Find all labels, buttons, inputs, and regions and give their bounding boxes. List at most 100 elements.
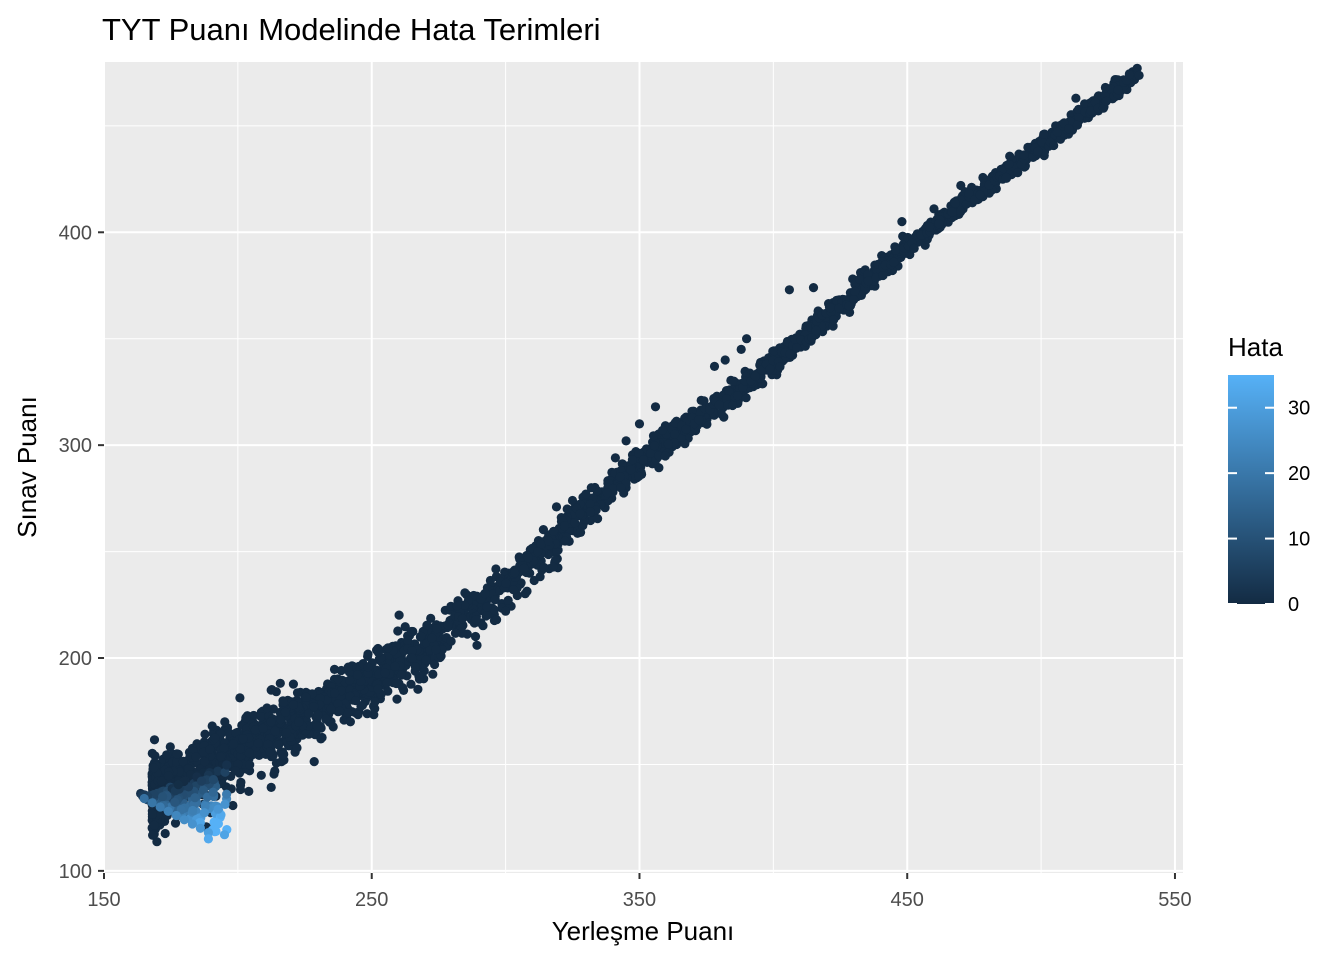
data-point	[648, 431, 659, 441]
x-tick-label: 550	[1158, 889, 1191, 911]
data-point	[650, 402, 661, 412]
data-point	[924, 222, 935, 232]
data-point	[351, 696, 361, 706]
data-point	[428, 669, 438, 679]
data-point	[275, 714, 286, 725]
data-point	[163, 806, 173, 816]
data-point	[1037, 137, 1047, 147]
data-point	[219, 830, 230, 840]
data-point	[430, 659, 440, 670]
data-point	[312, 721, 322, 731]
data-point	[179, 815, 189, 825]
data-point	[333, 699, 343, 709]
data-point	[163, 771, 174, 781]
data-point	[501, 578, 511, 589]
data-point	[345, 675, 355, 685]
data-point	[173, 780, 183, 790]
data-point	[309, 757, 319, 767]
data-point	[196, 776, 207, 786]
legend-tick-label: 20	[1288, 463, 1310, 485]
data-point	[304, 709, 314, 719]
data-point	[158, 792, 168, 802]
data-point	[263, 739, 273, 749]
data-point	[224, 728, 234, 738]
data-point	[222, 760, 232, 770]
data-point	[172, 757, 182, 767]
data-point	[964, 189, 974, 199]
data-point	[373, 684, 383, 694]
data-point	[329, 664, 340, 675]
data-point	[769, 346, 779, 356]
data-point	[520, 589, 530, 599]
x-tick-label: 450	[891, 889, 924, 911]
legend-ticks: 0 10 20 30	[1228, 398, 1310, 616]
data-point	[390, 661, 400, 672]
legend-tick-label: 0	[1288, 594, 1299, 616]
data-point	[891, 245, 901, 255]
data-point	[1080, 99, 1090, 109]
data-point	[410, 662, 420, 672]
data-point	[681, 424, 691, 434]
data-point	[403, 635, 413, 646]
data-point	[567, 495, 578, 506]
data-point	[658, 425, 668, 435]
data-point	[235, 744, 245, 754]
data-point	[459, 600, 470, 610]
data-point	[1004, 159, 1014, 169]
data-point	[370, 697, 380, 707]
data-point	[575, 508, 585, 519]
data-point	[634, 471, 644, 481]
x-axis-title: Yerleşme Puanı	[552, 916, 735, 946]
data-point	[626, 465, 636, 475]
data-point	[714, 400, 724, 410]
data-point	[421, 655, 431, 665]
data-point	[270, 726, 280, 736]
data-point	[581, 489, 591, 499]
data-point	[148, 830, 158, 840]
data-point	[670, 429, 680, 439]
data-point	[326, 704, 336, 714]
data-point	[250, 725, 260, 735]
data-point	[602, 488, 612, 498]
data-point	[253, 738, 263, 748]
data-point	[850, 286, 860, 296]
data-point	[244, 748, 254, 758]
data-point	[457, 613, 468, 624]
data-point	[856, 290, 867, 300]
data-point	[335, 706, 345, 716]
y-tick-label: 300	[59, 435, 92, 457]
data-point	[330, 688, 340, 699]
data-point	[213, 804, 223, 814]
data-point	[539, 562, 549, 572]
data-point	[382, 678, 392, 688]
data-point	[147, 809, 157, 819]
data-point	[213, 819, 223, 829]
data-point	[503, 595, 513, 606]
data-point	[621, 436, 631, 446]
data-point	[878, 270, 888, 281]
data-point	[309, 702, 319, 712]
data-point	[256, 770, 266, 780]
data-point	[294, 717, 304, 727]
data-point	[277, 750, 288, 760]
data-point	[393, 626, 403, 636]
data-point	[825, 303, 835, 313]
data-point	[1013, 168, 1023, 178]
data-point	[235, 780, 246, 790]
x-tick-label: 250	[355, 889, 388, 911]
data-point	[1052, 127, 1062, 137]
data-point	[1019, 150, 1029, 160]
data-point	[244, 786, 254, 797]
data-point	[552, 546, 562, 556]
data-point	[446, 636, 456, 646]
data-point	[585, 499, 596, 509]
data-point	[373, 647, 383, 658]
data-point	[543, 536, 554, 546]
data-point	[220, 717, 230, 727]
data-point	[950, 198, 960, 208]
data-point	[728, 400, 738, 411]
data-point	[313, 710, 323, 720]
data-point	[406, 679, 416, 689]
data-point	[288, 679, 298, 689]
